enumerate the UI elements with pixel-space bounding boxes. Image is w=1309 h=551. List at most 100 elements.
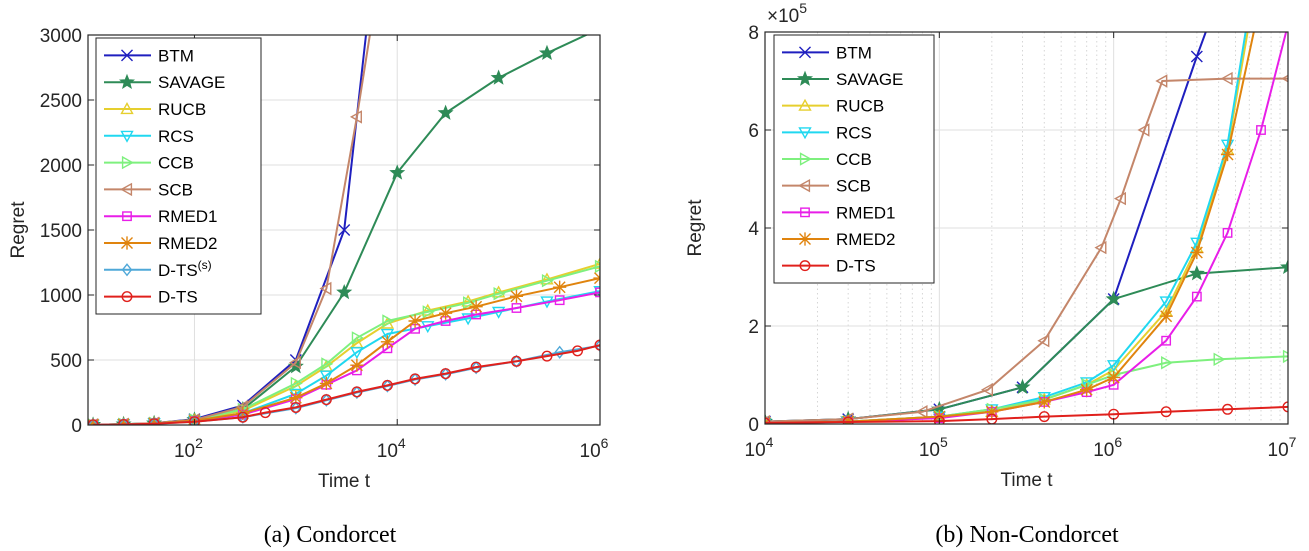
data-point [509,289,524,303]
legend-marker [120,130,134,143]
data-point [1159,309,1173,323]
data-point [541,274,554,288]
legend-marker [120,236,134,250]
panel-non-condorcet: 0 2 4 6 8 104 105 106 107 ×105 Time t Regret BTM S… [685,0,1297,548]
legend-entry: D-TS(s) [104,258,212,280]
data-point [408,314,422,328]
data-point [1113,191,1126,206]
data-point [259,407,271,419]
data-point [389,164,406,180]
data-point [593,286,600,299]
legend-label: CCB [158,154,194,173]
legend-a: BTM SAVAGE RUCB RCS CCB SCB RMED1 RMED2 D-TS(s) D… [95,37,262,315]
x-tick-label: 102 [174,435,203,462]
y-axis-label-b: Regret [685,199,706,257]
data-point [289,391,303,405]
data-point [321,357,334,371]
legend-entry: D-TS [782,257,876,276]
data-point [1191,291,1202,302]
data-point [1080,383,1094,397]
legend-label: RMED1 [836,203,896,222]
series-line [765,266,1288,423]
data-point [1220,71,1233,86]
data-point [1094,240,1107,255]
legend-marker [800,207,810,218]
series-b [765,32,1288,424]
legend-label: SCB [836,177,871,196]
legend-marker [796,70,814,86]
data-point [1037,334,1050,348]
y-tick-label: 2500 [40,91,82,112]
data-point [439,306,453,320]
data-point [538,44,556,61]
data-point [351,386,363,398]
data-point [319,281,332,296]
legend-marker [121,263,133,277]
data-point [437,104,454,120]
legend-entry: SAVAGE [782,70,903,89]
legend-label: BTM [158,46,194,65]
legend-label: D-TS [158,288,198,307]
legend-label: D-TS(s) [158,258,212,280]
data-point [541,350,553,362]
data-point [1137,123,1150,137]
legend-marker [122,211,132,222]
y-tick-label: 0 [71,416,82,437]
series-line [93,344,600,425]
data-point [148,417,160,425]
legend-b: BTM SAVAGE RUCB RCS CCB SCB RMED1 RMED2 D-TS [773,34,935,284]
legend-label: RMED1 [158,207,218,226]
data-point [1107,370,1121,385]
data-point [1155,74,1168,88]
data-point [470,361,482,373]
legend-marker [799,260,811,272]
data-point [1256,125,1266,135]
legend-entry: RUCB [104,100,206,119]
data-point [915,405,928,419]
legend-label: D-TS [836,257,876,276]
legend-marker [798,232,812,246]
data-point [237,411,249,423]
legend-label: SCB [158,180,193,199]
data-point [189,415,200,425]
data-point [980,383,994,397]
data-point [290,401,302,413]
data-point [1190,50,1203,63]
legend-entry: RMED2 [104,234,218,253]
data-point [461,313,475,326]
y-tick-label: 2 [748,317,759,338]
legend-marker [121,49,133,62]
data-point [1282,349,1288,364]
legend-marker [121,155,134,170]
data-point [511,303,522,313]
y-axis-multiplier: ×105 [767,0,807,27]
data-point [350,358,364,372]
legend-entry: RCS [782,123,872,142]
data-point [188,416,200,425]
data-point [1222,403,1234,415]
data-point [1222,227,1233,238]
ticks-b: 0 2 4 6 8 104 105 106 107 ×105 [745,0,1297,461]
data-point [1161,335,1172,346]
legend-entry: SCB [782,177,871,196]
y-tick-label: 8 [748,23,759,44]
data-point [491,306,506,319]
data-point [118,417,129,425]
data-point [288,355,301,370]
data-point [493,287,506,301]
legend-label: RMED2 [836,230,896,249]
legend-entry: BTM [782,43,872,62]
x-tick-label: 104 [745,434,774,461]
legend-entry: SCB [104,180,193,199]
series-d-ts [765,401,1288,424]
legend-label: SAVAGE [836,70,903,89]
data-point [319,370,334,383]
data-point [594,259,600,274]
legend-entry: RUCB [782,97,884,116]
data-point [1188,265,1205,281]
data-point [985,405,999,419]
data-point [554,295,565,306]
legend-label: SAVAGE [158,73,225,92]
legend-marker [799,152,812,166]
data-point [1038,411,1050,423]
